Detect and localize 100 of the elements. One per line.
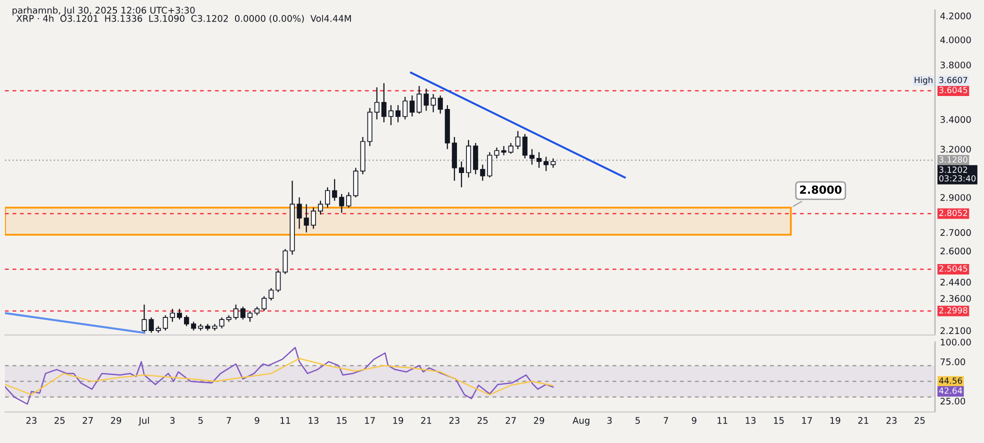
text: 3.1202 03:23:40 [939,166,976,182]
candlestick [148,316,154,334]
candlestick [529,148,535,166]
y-tick-label: 3.4000 [940,116,971,123]
y-tick-label: 2.6000 [940,248,971,254]
candlestick [170,308,175,322]
candlestick [176,308,182,320]
text: 42.64 [939,387,962,394]
candlestick [318,200,324,216]
candlestick [487,152,492,178]
x-tick-label: 29 [534,417,544,424]
x-tick-label: 11 [718,417,728,424]
candlestick [332,178,338,202]
x-tick-label: 9 [692,417,696,424]
candlestick [296,196,302,230]
ref-line-label: 3.6045 [939,86,968,94]
x-tick-label: 7 [226,417,231,424]
x-tick-label: 5 [198,417,203,424]
y-tick-label: 4.0000 [940,36,971,44]
x-tick-label: 13 [308,417,318,424]
x-tick-label: 23 [886,417,897,424]
y-tick-label: 2.2100 [940,327,971,334]
x-tick-label: 25 [478,417,488,424]
candlestick [395,104,401,123]
x-tick-label: Aug [572,417,590,426]
x-tick-label: 25 [54,417,65,424]
text: 3.6607 [939,76,968,84]
ref-line-label: 2.8052 [939,210,968,216]
candlestick [142,304,147,334]
candlestick [416,85,422,114]
y-tick-label: 2.4400 [940,278,971,286]
candlestick [276,270,281,293]
candlestick [550,158,556,168]
x-tick-label: 13 [746,417,756,424]
y-tick-label: 2.7000 [940,229,971,236]
candlestick [325,186,330,208]
candlestick [184,314,190,327]
x-tick-label: 23 [449,417,460,424]
annotation: High [914,76,932,85]
y-tick-label: 4.2000 [940,12,971,20]
x-tick-label: 19 [393,417,404,424]
candlestick [522,133,528,159]
x-tick-label: 29 [110,417,122,424]
x-tick-label: 9 [254,417,260,424]
candlestick [430,94,436,113]
x-tick-label: 5 [636,417,640,424]
candlestick [240,306,246,320]
x-tick-label: 25 [914,417,925,424]
x-tick-label: 27 [506,417,516,424]
candlestick [233,304,238,320]
x-tick-label: 23 [26,417,36,424]
candlestick [515,130,520,150]
x-tick-label: 11 [280,417,290,424]
y-tick-label: 100.00 [940,338,971,346]
line-series [5,358,554,396]
candlestick [346,192,352,208]
y-tick-label: 2.3600 [940,295,971,302]
x-tick-label: 17 [365,417,375,424]
y-tick-label: 3.2000 [940,146,971,153]
x-tick-label: 7 [664,417,668,424]
candlestick [410,94,415,118]
y-tick-label: 3.8000 [940,62,971,68]
y-tick-label: 25.00 [940,398,966,405]
candlestick [310,207,316,230]
candlestick [304,204,309,233]
candlestick [374,86,380,120]
candlestick [268,288,274,301]
band-label: 2.8000 [800,185,842,194]
x-tick-label: 27 [82,417,93,424]
candlestick [219,316,224,329]
candlestick [388,104,394,126]
x-tick-label: 3 [607,417,612,424]
candlestick [402,96,408,120]
candlestick [480,164,486,182]
x-tick-label: 3 [170,417,175,424]
candlestick [381,82,386,123]
chart-title: XRP · 4h O3.1201 H3.1336 L3.1090 C3.1202 0.0000 (0.00%) Vol4.44M [16,14,351,23]
candlestick [162,314,168,332]
line-series [5,346,554,405]
candlestick [458,160,464,188]
candlestick [424,88,429,112]
x-tick-label: 21 [858,417,868,424]
text: 44.56 [939,377,962,384]
candlestick [282,248,288,275]
candlestick [536,152,542,168]
x-tick-label: 19 [830,417,840,424]
candlestick [544,156,549,172]
x-tick-label: Jul [138,416,149,426]
candlestick [438,94,443,114]
candlestick [508,142,514,154]
candlestick [473,142,478,175]
annotation: parhamnb, Jul 30, 2025 12:06 UTC+3:30 [12,6,195,16]
x-tick-label: 15 [336,417,347,424]
ref-line-label: 2.2998 [939,307,968,314]
x-tick-label: 15 [774,417,784,424]
y-tick-label: 2.9000 [940,194,971,201]
candlestick [262,296,267,312]
x-tick-label: 21 [421,417,432,424]
candlestick [339,193,344,214]
candlestick [247,310,253,322]
